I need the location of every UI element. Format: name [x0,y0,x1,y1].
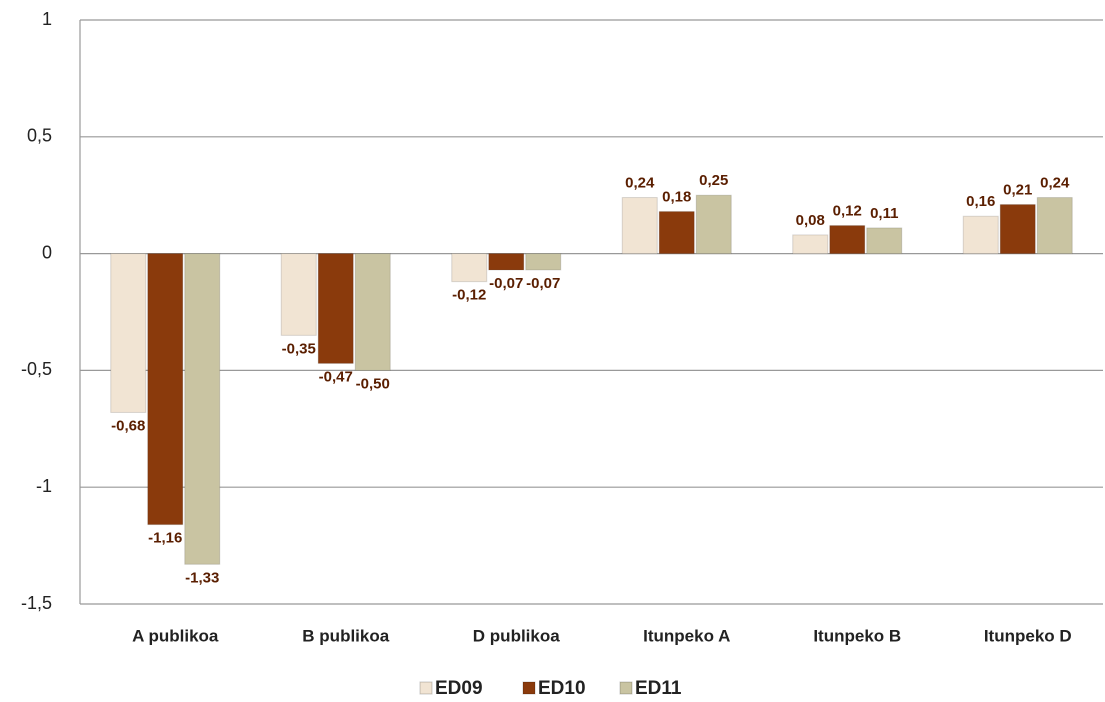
bar [962,215,999,255]
y-tick-label: 0 [42,242,52,262]
value-label: -0,12 [452,287,486,304]
legend-swatch [522,681,536,695]
value-label: 0,24 [1040,175,1070,192]
value-label: 0,11 [870,205,898,222]
value-label: 0,12 [833,203,862,220]
y-tick-label: -1,5 [21,593,52,613]
value-label: 0,18 [662,189,691,206]
bar [110,253,147,413]
x-tick-label: A publikoa [132,626,219,645]
bar [621,197,658,255]
value-label: -0,50 [356,375,390,392]
value-label: 0,24 [625,175,655,192]
value-label: 0,25 [699,172,728,189]
legend-label: ED09 [435,678,483,699]
value-label: -0,07 [526,275,560,292]
legend-label: ED10 [538,678,586,699]
bar [488,253,525,271]
bar [999,204,1036,255]
bar [317,253,354,364]
bar [695,194,732,255]
bar [451,253,488,283]
bar [1036,197,1073,255]
value-label: -1,33 [185,569,219,586]
bar [280,253,317,336]
x-tick-label: Itunpeko B [813,626,901,645]
bar [147,253,184,526]
legend-swatch [419,681,433,695]
bar [866,227,903,255]
bar [184,253,221,565]
x-tick-label: D publikoa [473,626,560,645]
value-label: -0,47 [319,368,353,385]
y-tick-label: 0,5 [27,126,52,146]
value-label: -0,07 [489,275,523,292]
value-label: 0,21 [1003,182,1032,199]
value-label: -0,35 [282,340,316,357]
y-tick-label: 1 [42,9,52,29]
x-tick-label: B publikoa [302,626,389,645]
value-label: 0,16 [966,193,995,210]
bar [829,225,866,255]
bar [792,234,829,255]
bar [354,253,391,371]
value-label: -0,68 [111,417,145,434]
value-label: 0,08 [796,212,825,229]
y-tick-label: -1 [36,476,52,496]
x-tick-label: Itunpeko A [643,626,730,645]
x-tick-label: Itunpeko D [984,626,1072,645]
bar [658,211,695,255]
y-tick-label: -0,5 [21,359,52,379]
bar [525,253,562,271]
legend-label: ED11 [635,678,682,699]
value-label: -1,16 [148,530,182,547]
legend-swatch [619,681,633,695]
